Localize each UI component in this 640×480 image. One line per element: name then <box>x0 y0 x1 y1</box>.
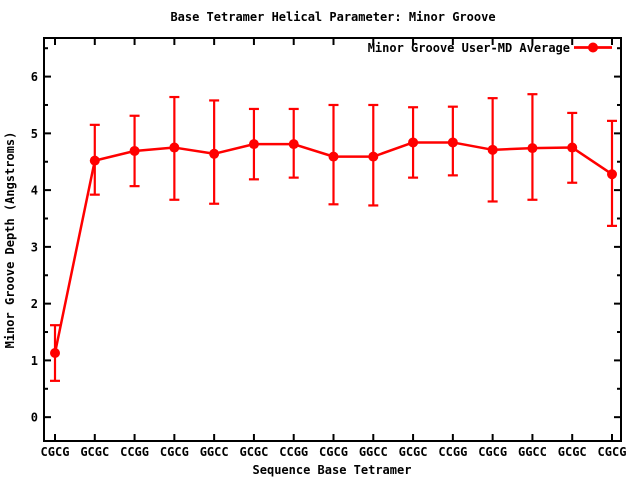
data-point <box>209 148 220 159</box>
data-point <box>607 169 617 180</box>
x-tick-label: GCGC <box>558 445 587 459</box>
data-point <box>169 142 180 153</box>
x-tick-label: CCGG <box>120 445 149 459</box>
y-axis-ticks <box>44 47 621 419</box>
x-tick-label: GGCC <box>518 445 547 459</box>
x-tick-labels: CGCG GCGC CCGG CGCG GGCC GCGC CCGG CGCG GGCC GCGC… <box>41 445 627 459</box>
data-point <box>408 137 419 148</box>
data-point <box>567 142 578 153</box>
x-tick-label: CCGG <box>279 445 308 459</box>
legend-label: Minor Groove User-MD Average <box>368 41 570 55</box>
data-point <box>328 151 339 162</box>
x-tick-label: CGCG <box>41 445 70 459</box>
data-point <box>368 151 379 162</box>
y-tick-label: 0 <box>31 411 38 425</box>
error-bars <box>50 93 617 382</box>
plot-border <box>43 37 622 442</box>
x-tick-label: GCGC <box>399 445 428 459</box>
x-tick-label: GCGC <box>80 445 109 459</box>
data-point <box>89 155 100 166</box>
x-tick-label: GCGC <box>239 445 268 459</box>
data-point <box>50 348 60 359</box>
y-tick-label: 1 <box>31 354 38 368</box>
data-point <box>527 143 538 154</box>
data-point <box>288 139 299 150</box>
x-tick-label: GGCC <box>359 445 388 459</box>
data-points <box>50 137 617 359</box>
data-point <box>248 139 259 150</box>
chart-title: Base Tetramer Helical Parameter: Minor G… <box>170 10 495 24</box>
y-axis-label: Minor Groove Depth (Angstroms) <box>3 132 17 349</box>
x-tick-label: CGCG <box>478 445 507 459</box>
x-tick-label: CGCG <box>598 445 627 459</box>
y-tick-label: 4 <box>31 184 38 198</box>
x-tick-label: CGCG <box>319 445 348 459</box>
y-tick-label: 5 <box>31 127 38 141</box>
x-axis-ticks <box>54 38 613 441</box>
legend-sample-point <box>588 42 598 53</box>
data-point <box>447 137 458 148</box>
x-axis-label: Sequence Base Tetramer <box>253 463 412 477</box>
x-tick-label: GGCC <box>200 445 229 459</box>
legend: Minor Groove User-MD Average <box>368 41 612 55</box>
x-tick-label: CCGG <box>438 445 467 459</box>
y-tick-labels: 0 1 2 3 4 5 6 <box>31 70 38 425</box>
x-tick-label: CGCG <box>160 445 189 459</box>
data-point <box>487 144 498 155</box>
y-tick-label: 3 <box>31 240 38 254</box>
data-point <box>129 145 140 156</box>
y-tick-label: 6 <box>31 70 38 84</box>
y-tick-label: 2 <box>31 297 38 311</box>
